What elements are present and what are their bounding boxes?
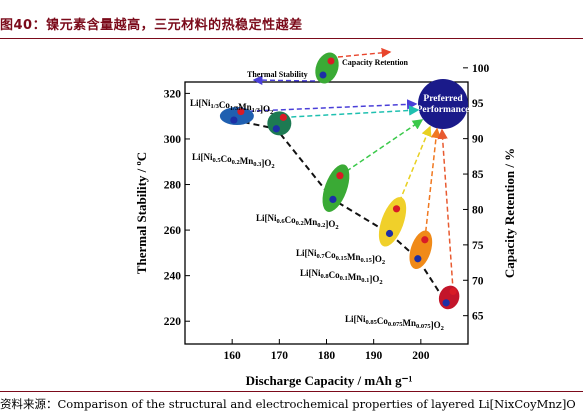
scatter-chart: 160 170 180 190 200 220 240 260 280 300 320 65 70 7… (134, 47, 517, 388)
point-label: Li[Ni0.85Co0.075Mn0.075]O2 (345, 314, 444, 332)
capacity-retention-dot (279, 113, 287, 121)
thermal-stability-dot (329, 195, 337, 204)
preferred-label-line1: Preferred (423, 94, 463, 104)
right-tick-label: 90 (472, 134, 484, 146)
right-tick-label: 85 (472, 169, 484, 181)
legend-thermal-arrow (252, 75, 316, 86)
legend: Capacity Retention Thermal Stability (247, 47, 409, 86)
thermal-stability-dot (230, 116, 238, 124)
right-tick-label: 70 (472, 275, 484, 287)
point-marker (409, 230, 433, 270)
capacity-retention-dot (336, 172, 344, 180)
improvement-arrow (240, 99, 418, 113)
x-tick-label: 200 (412, 350, 430, 362)
improvement-arrow (283, 105, 420, 119)
point-label: Li[Ni0.7Co0.15Mn0.15]O2 (296, 248, 385, 266)
thermal-stability-dot (385, 229, 394, 238)
left-axis-label: Thermal Stability / ºC (134, 152, 149, 274)
source-note: 资料来源：Comparison of the structural and el… (0, 397, 576, 411)
x-axis-label: Discharge Capacity / mAh g⁻¹ (246, 373, 413, 388)
x-tick-label: 170 (271, 350, 289, 362)
right-tick-label: 95 (472, 98, 484, 110)
left-axis-ticks: 220 240 260 280 300 320 (164, 88, 190, 328)
legend-marker (315, 52, 339, 84)
right-tick-label: 65 (472, 311, 484, 323)
improvement-arrows (240, 99, 454, 292)
improvement-arrow (437, 128, 454, 292)
point-label: Li[Ni0.8Co0.1Mn0.1]O2 (300, 268, 383, 286)
point-label: Li[Ni1/3Co1/3Mn1/3]O2 (190, 98, 273, 116)
thermal-stability-dot (414, 255, 422, 263)
legend-capacity-dot (327, 57, 335, 65)
right-axis-ticks: 65 70 75 80 85 90 95 100 (463, 63, 490, 323)
legend-thermal-dot (319, 71, 327, 79)
left-tick-label: 260 (164, 225, 182, 237)
capacity-retention-dot (392, 205, 401, 213)
point-marker (219, 107, 254, 126)
figure-title: 图40：镍元素含量越高，三元材料的热稳定性越差 (0, 18, 303, 33)
legend-capacity-arrow (337, 47, 392, 58)
legend-capacity-label: Capacity Retention (342, 58, 409, 67)
x-tick-label: 160 (224, 350, 242, 362)
preferred-performance-target: Preferred Performance (417, 79, 470, 129)
capacity-retention-dot (237, 107, 245, 116)
point-marker (438, 285, 460, 310)
left-tick-label: 280 (164, 180, 182, 192)
preferred-label-line2: Performance (417, 105, 470, 115)
capacity-retention-dot (421, 236, 429, 244)
left-tick-label: 320 (164, 88, 182, 100)
point-label: Li[Ni0.6Co0.2Mn0.2]O2 (256, 213, 339, 231)
right-tick-label: 80 (472, 204, 484, 216)
improvement-arrow (395, 125, 432, 210)
right-tick-label: 100 (472, 63, 490, 75)
improvement-arrow (424, 127, 442, 240)
x-tick-label: 190 (365, 350, 383, 362)
preferred-circle (418, 79, 468, 129)
point-label: Li[Ni0.5Co0.2Mn0.3]O2 (192, 152, 275, 170)
improvement-arrow (339, 119, 424, 177)
left-tick-label: 240 (164, 271, 182, 283)
legend-thermal-label: Thermal Stability (247, 70, 308, 79)
capacity-retention-dot (449, 287, 457, 296)
point-marker (378, 197, 407, 247)
x-tick-label: 180 (318, 350, 336, 362)
right-axis-label: Capacity Retention / % (502, 148, 517, 278)
point-labels: Li[Ni1/3Co1/3Mn1/3]O2 Li[Ni0.5Co0.2Mn0.3]… (190, 98, 444, 332)
title-rule (0, 38, 583, 39)
right-tick-label: 75 (472, 240, 484, 252)
data-points (219, 107, 460, 310)
thermal-stability-dot (442, 299, 450, 307)
left-tick-label: 300 (164, 134, 182, 146)
thermal-stability-dot (272, 125, 280, 133)
source-rule (0, 391, 583, 392)
x-axis-ticks: 160 170 180 190 200 (224, 339, 430, 362)
left-tick-label: 220 (164, 316, 182, 328)
